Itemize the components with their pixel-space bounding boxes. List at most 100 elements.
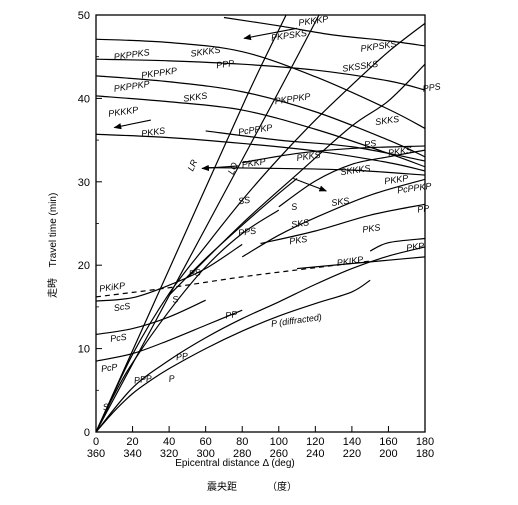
phase-arrow bbox=[243, 27, 298, 41]
curve-pkppks bbox=[96, 58, 425, 91]
curve-lq bbox=[96, 15, 320, 432]
label-pkpsks: PKPSKS bbox=[270, 28, 307, 43]
y-axis-label-cn: 走時 bbox=[47, 278, 59, 298]
x-tick-label: 60 bbox=[200, 436, 212, 448]
curve-pkp bbox=[369, 237, 425, 252]
phase-arrow bbox=[113, 119, 151, 130]
x-tick-label-lower: 200 bbox=[379, 448, 397, 460]
curve-lr bbox=[96, 15, 287, 432]
label-pkppkp: PKPPKP bbox=[113, 79, 150, 94]
x-tick-label-lower: 220 bbox=[343, 448, 361, 460]
label-pkppkp: PKPPKP bbox=[274, 91, 311, 106]
label-pkkp: PKKP bbox=[241, 156, 266, 169]
x-tick-label: 140 bbox=[343, 436, 361, 448]
y-tick-label: 40 bbox=[78, 93, 90, 105]
curve-pcppkp bbox=[205, 130, 425, 162]
label-pps: PPS bbox=[422, 81, 441, 93]
x-axis-label: Epicentral distance Δ (deg) bbox=[175, 458, 295, 469]
x-tick-label: 20 bbox=[126, 436, 138, 448]
curve-s bbox=[96, 209, 280, 432]
x-tick-label: 80 bbox=[236, 436, 248, 448]
curve-pps bbox=[186, 63, 425, 279]
label-lr: LR bbox=[186, 158, 200, 173]
label-pkppkp: PKPPKP bbox=[141, 65, 178, 80]
x-tick-label-lower: 300 bbox=[196, 448, 214, 460]
label-p: P bbox=[168, 373, 175, 384]
x-tick-label: 40 bbox=[163, 436, 175, 448]
curve-ps bbox=[168, 178, 298, 296]
label-pcppkp: PcPPKP bbox=[396, 181, 432, 196]
label-pkkkp: PKKKP bbox=[108, 105, 139, 119]
label-ppp: PPP bbox=[133, 373, 152, 385]
x-tick-label-lower: 240 bbox=[306, 448, 324, 460]
x-tick-label: 0 bbox=[93, 436, 99, 448]
curve-pcp bbox=[96, 309, 243, 362]
arrows-group bbox=[113, 27, 328, 192]
label-pp: PP bbox=[175, 351, 188, 363]
phase-arrow bbox=[201, 164, 239, 172]
label-pkppks: PKPPKS bbox=[113, 47, 150, 62]
x-tick-label-lower: 320 bbox=[160, 448, 178, 460]
label-skssks: SKSSKS bbox=[342, 59, 379, 74]
curve-scs bbox=[96, 243, 243, 302]
x-tick-label-lower: 260 bbox=[270, 448, 288, 460]
x-tick-label-lower: 340 bbox=[123, 448, 141, 460]
label-pkp: PKP bbox=[406, 241, 425, 253]
curve-ss bbox=[96, 22, 425, 432]
curve-skssks bbox=[223, 16, 425, 47]
curve-pkikp bbox=[297, 256, 425, 270]
label-pkkkp: PKKKP bbox=[298, 14, 329, 28]
label-pps: PPS bbox=[237, 226, 256, 238]
curve-p bbox=[96, 279, 371, 432]
label-sks: SKS bbox=[331, 196, 350, 208]
curve-pkpsks bbox=[96, 38, 425, 129]
x-tick-label: 160 bbox=[379, 436, 397, 448]
y-tick-label: 30 bbox=[78, 177, 90, 189]
curve-pkks-upper bbox=[96, 133, 425, 172]
phase-arrow bbox=[293, 177, 328, 192]
x-tick-label-lower: 280 bbox=[233, 448, 251, 460]
label-ps: PS bbox=[188, 267, 201, 279]
label-p-diffracted: P (diffracted) bbox=[270, 312, 322, 329]
label-pcs: PcS bbox=[110, 332, 128, 344]
label-lq: LQ bbox=[226, 161, 240, 176]
label-s: S bbox=[172, 294, 179, 305]
x-tick-label: 120 bbox=[306, 436, 324, 448]
curve-pkks bbox=[242, 145, 425, 164]
label-pkks: PKKS bbox=[387, 145, 412, 158]
label-ps: PS bbox=[364, 138, 377, 150]
label-pcppkp: PcPPKP bbox=[237, 122, 273, 137]
label-pkpsks: PKPSKS bbox=[360, 39, 397, 54]
label-s: S bbox=[290, 201, 297, 212]
label-pcp: PcP bbox=[100, 362, 118, 374]
label-skks: SKKS bbox=[375, 114, 400, 127]
label-pks: PKS bbox=[362, 222, 381, 234]
label-pkikp: PKiKP bbox=[99, 280, 126, 294]
curve-pkppkp bbox=[96, 95, 425, 168]
label-skkks: SKKKS bbox=[340, 163, 371, 177]
curve-pcs bbox=[96, 299, 206, 336]
x-tick-label: 180 bbox=[416, 436, 434, 448]
ticks-group: 0360203404032060300802801002601202401402… bbox=[78, 10, 434, 460]
x-axis-label-cn: 震央距 bbox=[207, 480, 237, 493]
y-tick-label: 0 bbox=[84, 427, 90, 439]
y-tick-label: 20 bbox=[78, 260, 90, 272]
x-tick-label: 100 bbox=[270, 436, 288, 448]
curves-group bbox=[96, 15, 425, 432]
curve-pkikp bbox=[96, 260, 371, 298]
y-tick-label: 50 bbox=[78, 10, 90, 22]
curve-skks bbox=[278, 149, 425, 208]
curve-sks bbox=[241, 178, 425, 258]
label-sks: SKS bbox=[290, 217, 309, 229]
label-ppp: PPP bbox=[216, 58, 235, 70]
label-ss: SS bbox=[237, 195, 250, 207]
y-axis-label: Travel time (min) bbox=[48, 193, 59, 268]
x-tick-label-lower: 360 bbox=[87, 448, 105, 460]
x-tick-label-lower: 180 bbox=[416, 448, 434, 460]
label-pp: PP bbox=[417, 203, 430, 215]
y-tick-label: 10 bbox=[78, 344, 90, 356]
label-pks: PKS bbox=[289, 234, 308, 246]
